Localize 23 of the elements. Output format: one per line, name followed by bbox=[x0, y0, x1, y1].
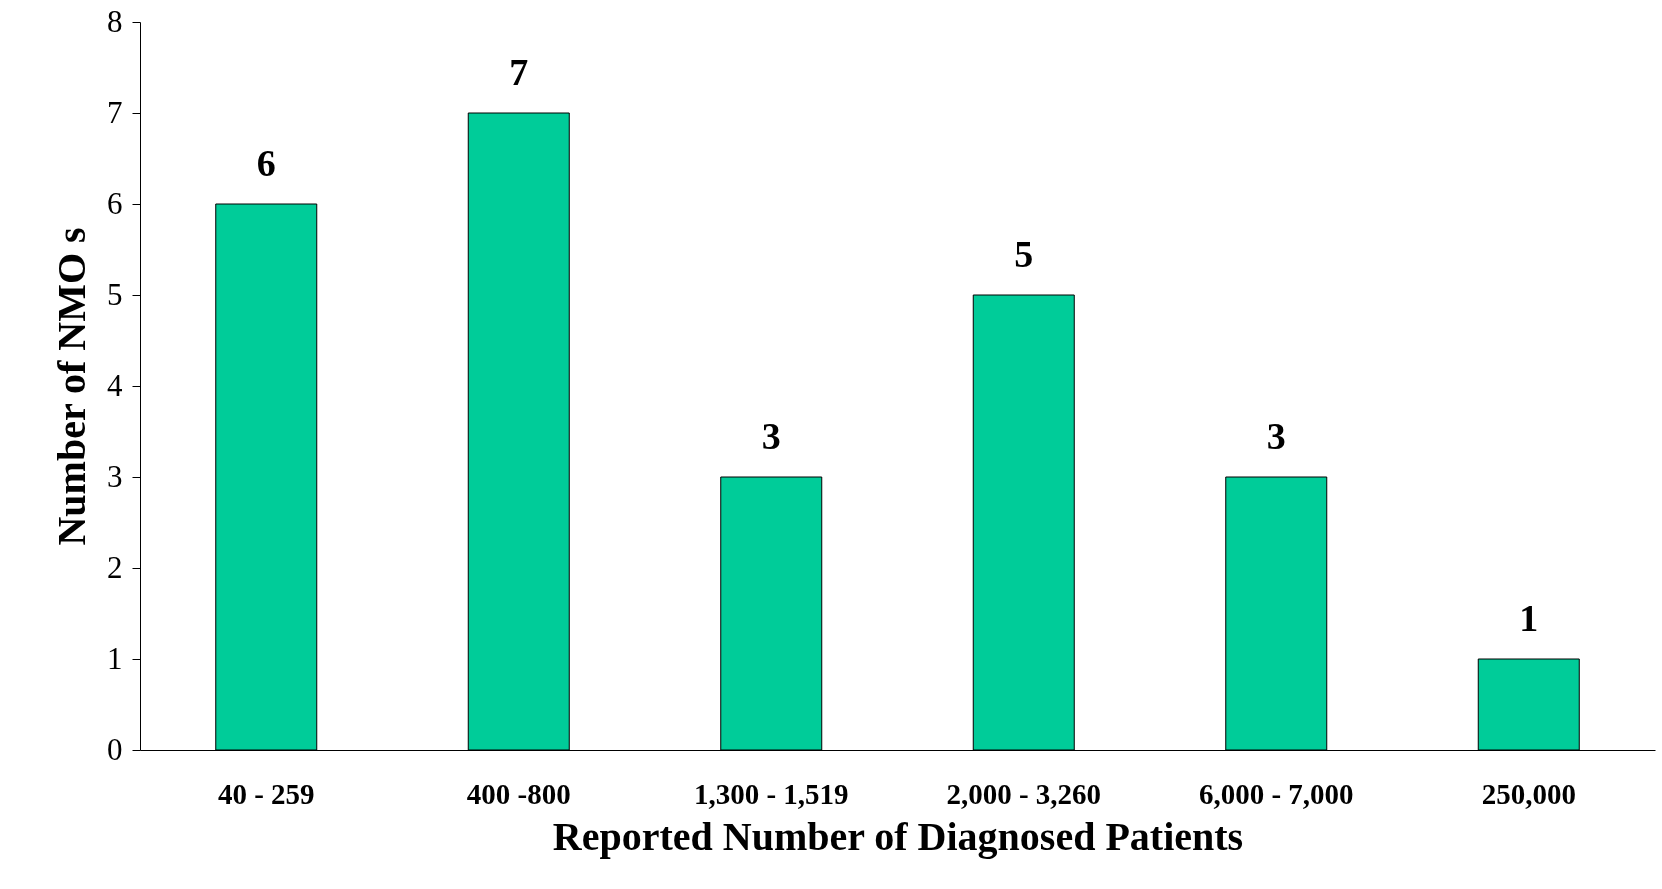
y-tick-label: 5 bbox=[107, 276, 123, 312]
data-label: 3 bbox=[1266, 415, 1286, 457]
x-tick-label: 6,000 - 7,000 bbox=[1198, 777, 1354, 810]
y-tick-label: 4 bbox=[107, 367, 123, 403]
data-label: 5 bbox=[1014, 233, 1034, 275]
y-tick-label: 0 bbox=[107, 731, 123, 767]
y-tick-label: 8 bbox=[107, 3, 123, 39]
x-tick-label: 400 -800 bbox=[466, 777, 571, 810]
data-label: 1 bbox=[1519, 597, 1539, 639]
y-tick-label: 1 bbox=[107, 640, 123, 676]
data-label: 3 bbox=[761, 415, 781, 457]
data-label: 6 bbox=[256, 142, 276, 184]
x-tick-label: 40 - 259 bbox=[217, 777, 315, 810]
data-label: 7 bbox=[509, 51, 529, 93]
y-tick-label: 2 bbox=[107, 549, 123, 585]
y-axis-title: Number of NMO s bbox=[49, 227, 94, 546]
x-tick-label: 250,000 bbox=[1481, 777, 1576, 810]
x-axis-title: Reported Number of Diagnosed Patients bbox=[552, 813, 1244, 859]
y-tick-label: 6 bbox=[107, 185, 123, 221]
x-tick-label: 1,300 - 1,519 bbox=[693, 777, 849, 810]
x-tick-label: 2,000 - 3,260 bbox=[946, 777, 1102, 810]
y-tick-label: 3 bbox=[107, 458, 123, 494]
y-tick-label: 7 bbox=[107, 94, 123, 130]
